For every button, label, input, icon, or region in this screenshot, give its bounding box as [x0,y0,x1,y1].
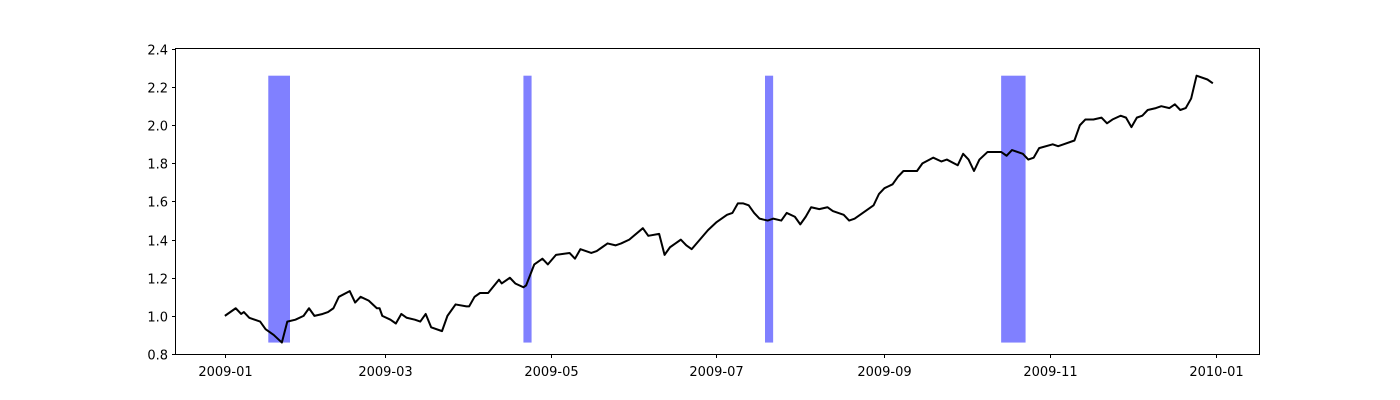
y-axis: 0.8 1.0 1.2 1.4 1.6 1.8 2.0 2.2 2.4 [147,44,176,364]
y-tick-label: 1.6 [147,196,168,211]
y-tick-label: 1.0 [147,311,168,326]
y-tick-label: 2.2 [147,82,168,97]
x-tick-label: 2009-11 [1023,365,1077,380]
shaded-region-2 [523,75,532,343]
x-axis: 2009-01 2009-03 2009-05 2009-07 2009-09 2009-… [198,354,1244,380]
y-tick-label: 0.8 [147,349,168,364]
series-layer [224,74,1214,344]
x-tick-label: 2010-01 [1189,365,1243,380]
y-tick-label: 2.4 [147,44,168,59]
shaded-regions [268,75,1026,343]
x-tick-label: 2009-03 [358,365,412,380]
y-tick-label: 2.0 [147,120,168,135]
series-line-1 [224,74,1214,344]
shaded-region-4 [1001,75,1026,343]
plot-frame [175,48,1260,355]
y-tick-label: 1.8 [147,158,168,173]
y-tick-label: 1.2 [147,273,168,288]
x-tick-label: 2009-01 [198,365,252,380]
x-tick-label: 2009-05 [524,365,578,380]
shaded-region-3 [765,75,774,343]
y-tick-label: 1.4 [147,235,168,250]
shaded-region-1 [268,75,290,343]
x-tick-label: 2009-09 [857,365,911,380]
x-tick-label: 2009-07 [689,365,743,380]
